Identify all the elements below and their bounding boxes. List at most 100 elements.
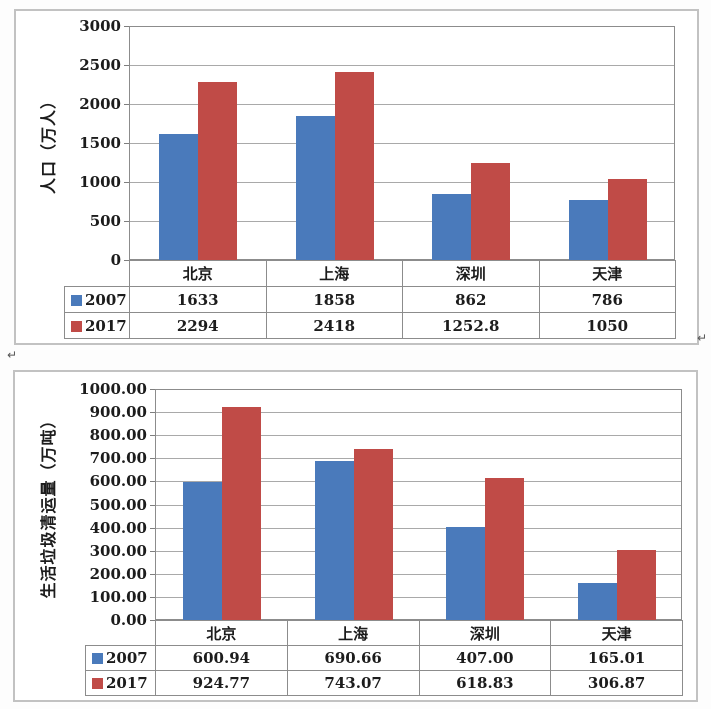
value-cell: 165.01 <box>550 645 683 671</box>
value-cell: 743.07 <box>286 670 420 696</box>
y-axis-tick-mark <box>150 620 155 621</box>
y-axis-tick-mark <box>150 389 155 390</box>
bar-2017-深圳 <box>471 163 511 261</box>
bar-2017-北京 <box>221 407 261 621</box>
value-cell: 407.00 <box>418 645 552 671</box>
legend-key-2007: 2007 <box>85 645 156 671</box>
paragraph-return-mark: ↵ <box>697 331 708 345</box>
y-axis-tick-mark <box>150 596 155 598</box>
legend-series-name: 2007 <box>106 649 148 667</box>
y-axis-tick-mark <box>124 221 129 222</box>
chart-data-table: 北京 上海 深圳 天津 2007 1633 1858 862 786 2017 2294 2418 12… <box>64 260 676 339</box>
gridline <box>130 182 674 183</box>
y-axis-tick-mark <box>150 527 155 529</box>
gridline <box>156 504 681 506</box>
legend-key-2017: 2017 <box>85 670 156 696</box>
population-bar-chart: 人口（万人） 3000 2500 2000 1500 1000 500 0 北京 上海 深圳 天津 20… <box>14 9 699 345</box>
gridline <box>130 221 674 222</box>
bar-2007-上海 <box>314 461 354 621</box>
legend-swatch-icon <box>92 678 103 689</box>
gridline <box>156 596 681 598</box>
bar-2007-上海 <box>295 116 335 261</box>
y-axis-tick-label: 1000.00 <box>79 380 147 398</box>
value-cell: 924.77 <box>155 670 288 696</box>
value-cell: 1858 <box>265 286 403 313</box>
legend-swatch-icon <box>71 294 82 306</box>
value-cell: 306.87 <box>550 670 683 696</box>
y-axis-tick-label: 500 <box>89 212 121 230</box>
y-axis-tick-label: 3000 <box>79 17 121 35</box>
value-cell: 1050 <box>538 312 676 339</box>
gridline <box>156 458 681 460</box>
value-cell: 1252.8 <box>402 312 540 339</box>
y-axis-tick-mark <box>150 481 155 483</box>
y-axis-tick-label: 1000 <box>79 173 121 191</box>
bar-2017-北京 <box>198 82 238 261</box>
gridline <box>156 527 681 529</box>
value-cell: 618.83 <box>418 670 552 696</box>
table-corner-blank <box>65 261 130 287</box>
bar-2017-天津 <box>617 550 657 621</box>
plot-area <box>129 26 675 261</box>
legend-key-2007: 2007 <box>64 286 130 313</box>
gridline <box>156 435 681 437</box>
bar-2017-上海 <box>353 449 393 621</box>
gridline <box>130 143 674 144</box>
legend-series-name: 2007 <box>85 290 127 309</box>
category-label: 北京 <box>155 620 288 646</box>
category-label: 上海 <box>265 260 403 287</box>
category-label: 深圳 <box>418 620 552 646</box>
y-axis-tick-label: 0.00 <box>110 611 147 629</box>
y-axis-tick-label: 300.00 <box>89 541 147 560</box>
paragraph-return-mark: ↵ <box>7 348 18 362</box>
gridline <box>130 65 674 66</box>
value-cell: 786 <box>538 286 676 313</box>
y-axis-tick-label: 600.00 <box>89 472 147 491</box>
y-axis-tick-mark <box>124 182 129 183</box>
y-axis-tick-label: 200.00 <box>89 564 147 583</box>
y-axis-tick-mark <box>124 260 129 261</box>
legend-swatch-icon <box>92 653 103 664</box>
y-axis-tick-label: 400.00 <box>89 518 147 537</box>
category-label: 上海 <box>286 620 420 646</box>
value-cell: 862 <box>402 286 540 313</box>
y-axis-tick-label: 2500 <box>79 56 121 74</box>
y-axis-tick-label: 700.00 <box>89 449 147 468</box>
bar-2007-深圳 <box>432 193 472 261</box>
bar-2017-天津 <box>607 179 647 261</box>
y-axis-tick-label: 500.00 <box>89 495 147 514</box>
waste-volume-bar-chart: 生活垃圾清运量（万吨） 1000.00 900.00 800.00 700.00 600.… <box>13 370 698 702</box>
y-axis-tick-mark <box>150 550 155 552</box>
y-axis-tick-mark <box>150 458 155 460</box>
legend-series-name: 2017 <box>85 316 127 335</box>
table-corner-blank <box>86 621 156 646</box>
bar-2007-天津 <box>578 582 618 621</box>
y-axis-tick-mark <box>150 435 155 437</box>
gridline <box>130 104 674 105</box>
bar-2007-天津 <box>568 199 608 261</box>
category-label: 天津 <box>550 620 683 646</box>
bar-2017-上海 <box>334 72 374 261</box>
y-axis-tick-label: 800.00 <box>89 426 147 445</box>
y-axis-tick-label: 100.00 <box>89 587 147 606</box>
value-cell: 2418 <box>265 312 403 339</box>
gridline <box>156 573 681 575</box>
y-axis-tick-mark <box>150 504 155 506</box>
gridline <box>156 481 681 483</box>
y-axis-tick-mark <box>150 412 155 414</box>
bar-2007-北京 <box>182 482 222 621</box>
bar-2007-北京 <box>159 133 199 261</box>
legend-series-name: 2017 <box>106 674 148 692</box>
y-axis-tick-label: 900.00 <box>89 403 147 422</box>
y-axis-tick-mark <box>150 573 155 575</box>
value-cell: 600.94 <box>155 645 288 671</box>
gridline <box>156 412 681 414</box>
y-axis-tick-label: 1500 <box>79 134 121 152</box>
y-axis-tick-mark <box>124 143 129 144</box>
gridline <box>156 550 681 552</box>
y-axis-tick-mark <box>124 65 129 66</box>
value-cell: 2294 <box>129 312 267 339</box>
y-axis-tick-mark <box>124 104 129 105</box>
category-label: 深圳 <box>402 260 540 287</box>
legend-swatch-icon <box>71 320 82 332</box>
